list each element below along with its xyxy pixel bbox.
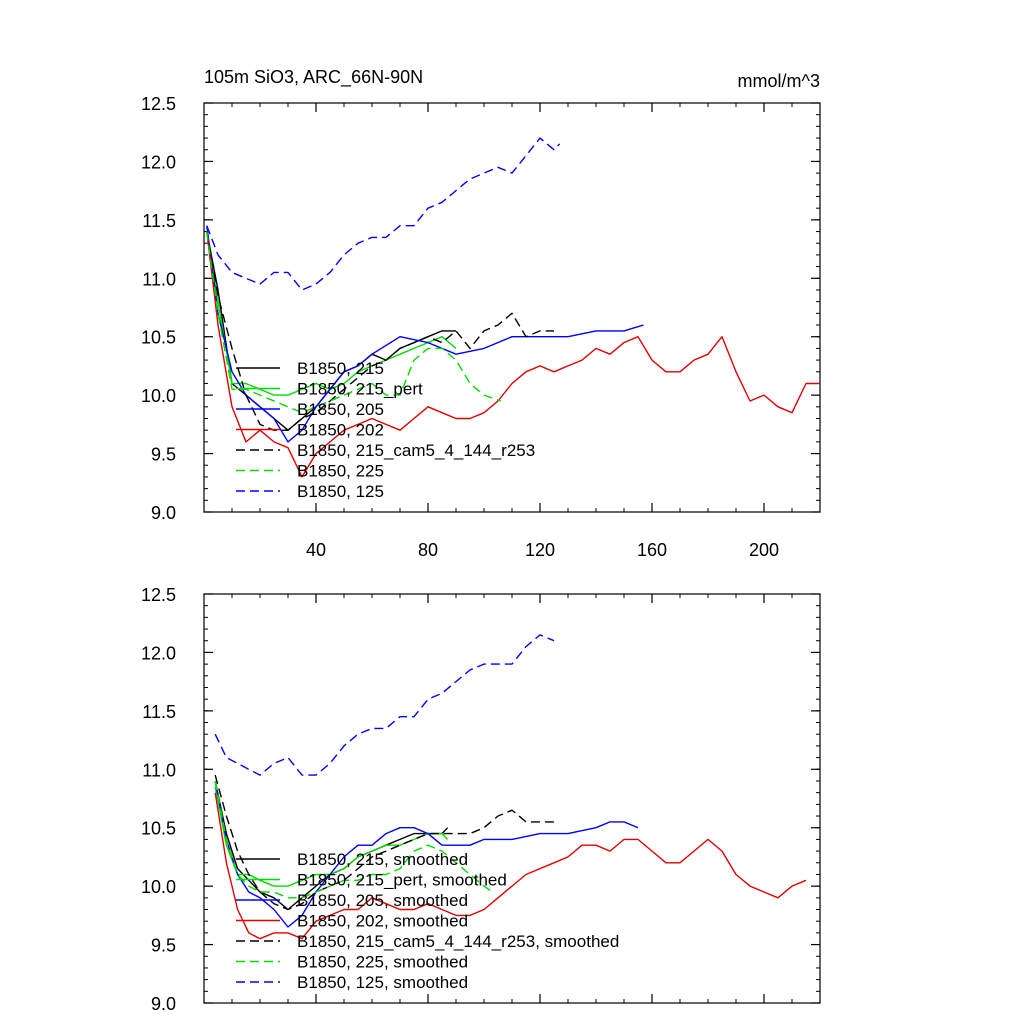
y-tick-label: 9.5 [151, 936, 176, 956]
legend-label: B1850, 215 [297, 359, 384, 378]
x-tick-label: 120 [525, 540, 555, 560]
series-line-2 [214, 780, 639, 928]
units-label: mmol/m^3 [738, 71, 820, 91]
legend-label: B1850, 215_cam5_4_144_r253 [297, 441, 535, 460]
y-tick-label: 12.5 [141, 585, 176, 605]
y-tick-label: 12.0 [141, 643, 176, 663]
y-tick-label: 9.0 [151, 994, 176, 1014]
legend-label: B1850, 205, smoothed [297, 891, 468, 910]
series-line-2 [206, 225, 644, 443]
top-plot-panel: 9.0 9.5 10.0 10.5 11.0 11.5 12.0 12.5 40 80 120 160… [141, 94, 821, 560]
series-line-5 [206, 231, 502, 414]
y-tick-label: 10.5 [141, 328, 176, 348]
x-tick-label: 200 [749, 540, 779, 560]
series-line-4 [214, 774, 554, 911]
legend-label: B1850, 215_cam5_4_144_r253, smoothed [297, 932, 619, 951]
y-tick-label: 11.5 [142, 211, 176, 231]
legend-label: B1850, 202 [297, 421, 384, 440]
series-line-3 [214, 792, 807, 940]
y-tick-label: 10.5 [141, 819, 176, 839]
series-line-5 [214, 780, 493, 899]
legend-label: B1850, 225, smoothed [297, 953, 468, 972]
legend-label: B1850, 215, smoothed [297, 850, 468, 869]
legend-label: B1850, 215_pert [297, 380, 423, 399]
y-tick-label: 10.0 [141, 877, 176, 897]
y-tick-label: 11.0 [142, 760, 176, 780]
legend-label: B1850, 202, smoothed [297, 912, 468, 931]
legend-label: B1850, 225 [297, 462, 384, 481]
y-tick-label: 11.0 [142, 269, 176, 289]
chart-title: 105m SiO3, ARC_66N-90N [204, 67, 423, 88]
x-tick-label: 80 [418, 540, 438, 560]
series-line-4 [206, 231, 554, 431]
series-line-6 [206, 137, 561, 291]
y-tick-label: 12.5 [141, 94, 176, 114]
y-tick-label: 10.0 [141, 386, 176, 406]
series-line-3 [206, 231, 820, 478]
legend-label: B1850, 205 [297, 400, 384, 419]
y-tick-label: 12.0 [141, 152, 176, 172]
series-line-6 [214, 634, 555, 776]
bottom-plot-panel: 9.0 9.5 10.0 10.5 11.0 11.5 12.0 12.5 B1850, 215… [141, 585, 821, 1014]
legend-label: B1850, 125, smoothed [297, 973, 468, 992]
y-tick-label: 9.5 [151, 445, 176, 465]
y-tick-label: 11.5 [142, 702, 176, 722]
x-tick-label: 160 [637, 540, 667, 560]
y-tick-label: 9.0 [151, 503, 176, 523]
legend-label: B1850, 215_pert, smoothed [297, 871, 507, 890]
legend-label: B1850, 125 [297, 482, 384, 501]
x-tick-label: 40 [306, 540, 326, 560]
